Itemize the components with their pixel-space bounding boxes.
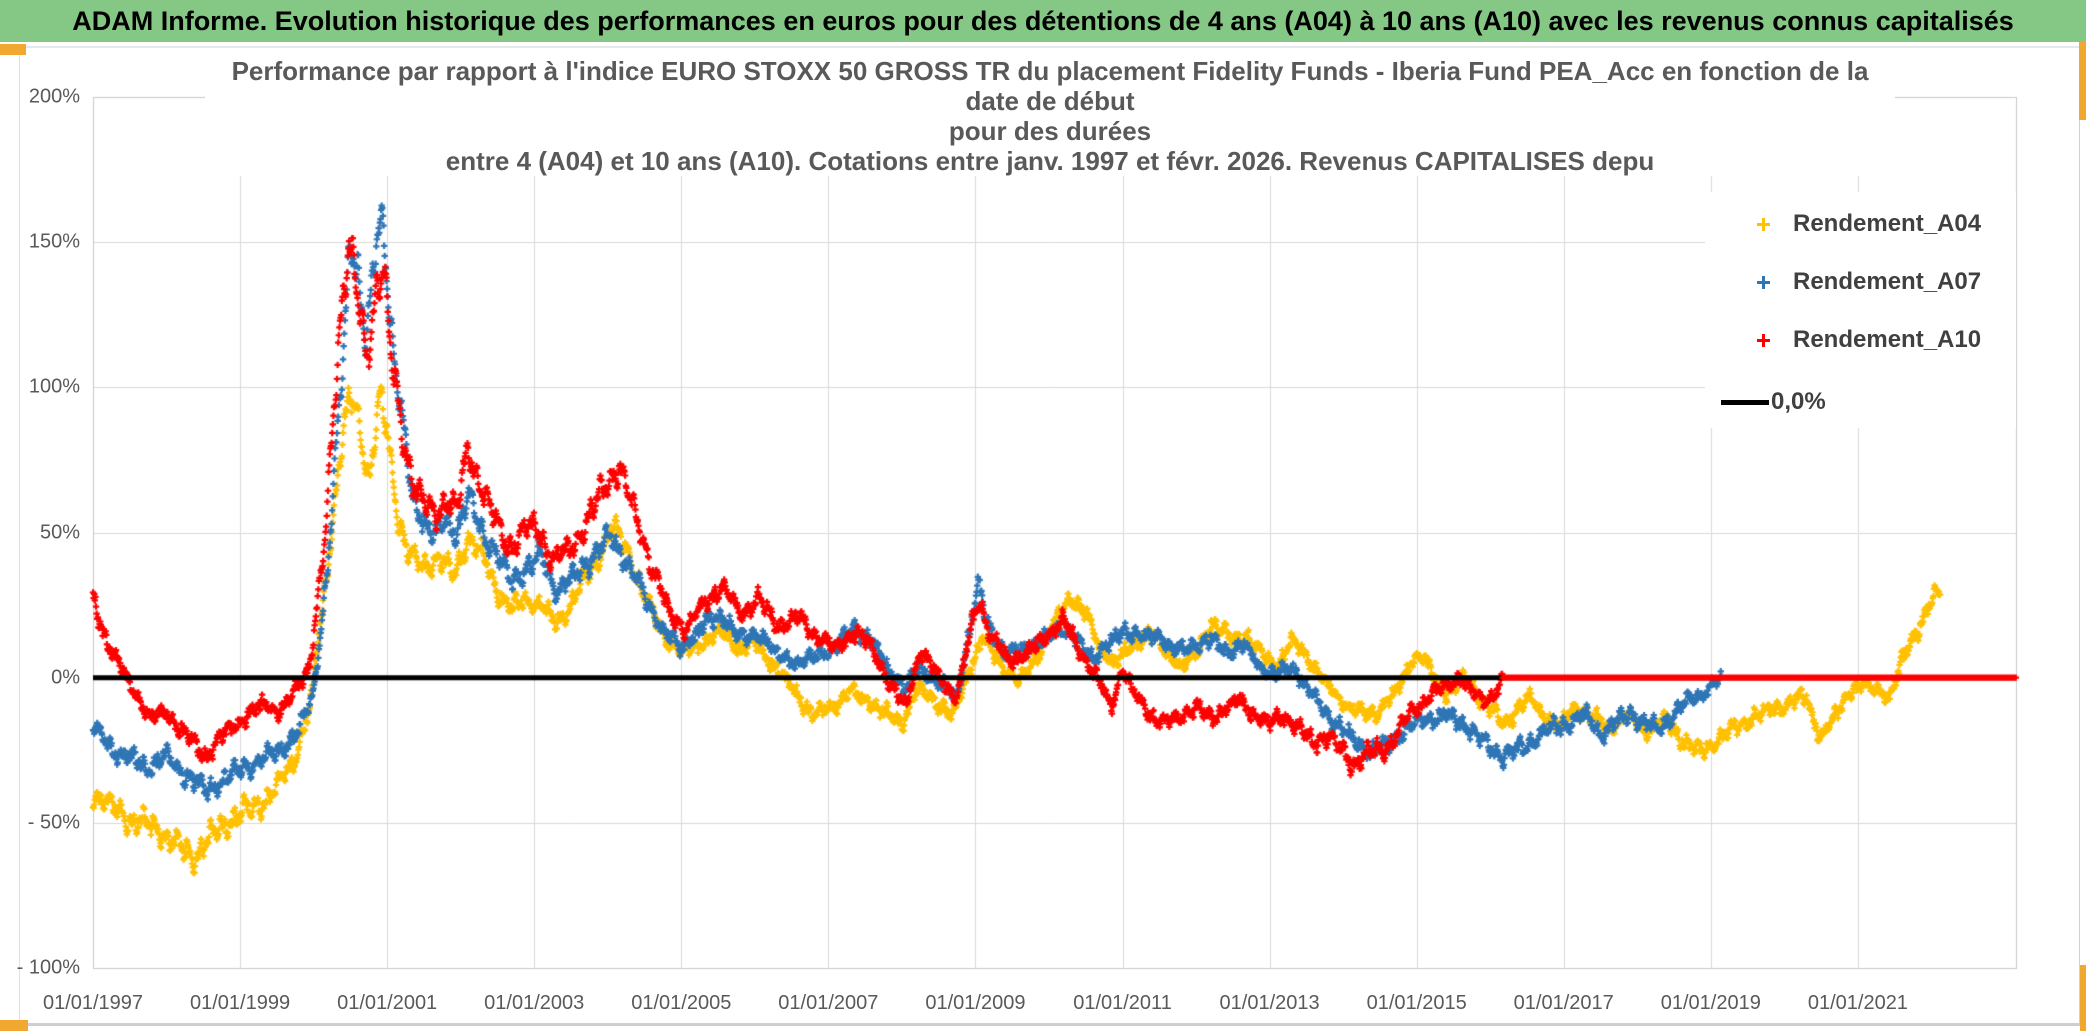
legend-label: Rendement_A04: [1793, 210, 1982, 237]
y-axis-tick-label: 150%: [28, 230, 80, 253]
plus-marker-icon: [1757, 333, 1771, 347]
zero-line-swatch: [1721, 399, 1769, 405]
x-axis-tick-label: 01/01/2017: [1513, 992, 1614, 1014]
chart-title-line-2: pour des durées: [948, 116, 1152, 146]
x-axis-tick-label: 01/01/2007: [778, 992, 879, 1014]
x-axis-tick-label: 01/01/2001: [337, 992, 438, 1014]
legend-label: Rendement_A10: [1793, 326, 1982, 353]
page-border-left: [19, 46, 20, 1023]
chart-title: Performance par rapport à l'indice EURO …: [205, 56, 1895, 176]
y-axis-tick-label: 100%: [28, 375, 80, 398]
x-axis-tick-label: 01/01/2009: [925, 992, 1026, 1014]
header-divider: [22, 46, 2086, 48]
legend-item-rendement_a04: Rendement_A04: [1705, 204, 2016, 244]
y-axis-labels: 200% 150% 100% 50% 0% - 50% - 100%: [0, 0, 80, 1031]
x-axis-tick-label: 01/01/1999: [190, 992, 291, 1014]
y-axis-tick-label: - 100%: [16, 956, 80, 979]
y-axis-tick-label: 50%: [39, 521, 80, 543]
gold-accent-right-top: [2079, 42, 2086, 120]
legend-label: Rendement_A07: [1793, 268, 1982, 295]
y-axis-tick-label: 0%: [51, 666, 80, 689]
x-axis-tick-label: 01/01/2019: [1660, 992, 1761, 1014]
y-axis-tick-label: 200%: [28, 85, 80, 108]
chart-legend: Rendement_A04 Rendement_A07 Rendement_A10 0…: [1705, 192, 2016, 428]
y-axis-tick-label: - 50%: [27, 811, 80, 834]
report-title-bar: ADAM Informe. Evolution historique des p…: [0, 0, 2086, 42]
x-axis-tick-label: 01/01/2005: [631, 992, 732, 1014]
x-axis-tick-label: 01/01/2015: [1366, 992, 1467, 1014]
x-axis-labels: 01/01/1997 01/01/1999 01/01/2001 01/01/2003…: [0, 992, 2086, 1018]
gold-accent-top-left: [0, 44, 26, 55]
chart-title-line-3: entre 4 (A04) et 10 ans (A10). Cotations…: [445, 146, 1655, 176]
x-axis-tick-label: 01/01/2013: [1219, 992, 1320, 1014]
x-axis-tick-label: 01/01/2021: [1807, 992, 1908, 1014]
gold-accent-right-bottom: [2080, 965, 2086, 1031]
page-border-bottom: [24, 1023, 2086, 1026]
report-title: ADAM Informe. Evolution historique des p…: [72, 5, 2014, 36]
gold-accent-bottom-left: [0, 1020, 28, 1031]
page-border-right: [2079, 46, 2080, 1023]
legend-item-rendement_a07: Rendement_A07: [1705, 262, 2016, 302]
legend-item-rendement_a10: Rendement_A10: [1705, 320, 2016, 360]
plus-marker-icon: [1757, 217, 1771, 231]
x-axis-tick-label: 01/01/1997: [42, 992, 144, 1014]
chart-title-line-1: Performance par rapport à l'indice EURO …: [231, 56, 1869, 116]
legend-item-zero-line: 0,0%: [1705, 382, 2016, 422]
legend-label: 0,0%: [1771, 388, 1826, 415]
x-axis-tick-label: 01/01/2003: [484, 992, 585, 1014]
x-axis-tick-label: 01/01/2011: [1073, 992, 1172, 1014]
plus-marker-icon: [1757, 275, 1771, 289]
